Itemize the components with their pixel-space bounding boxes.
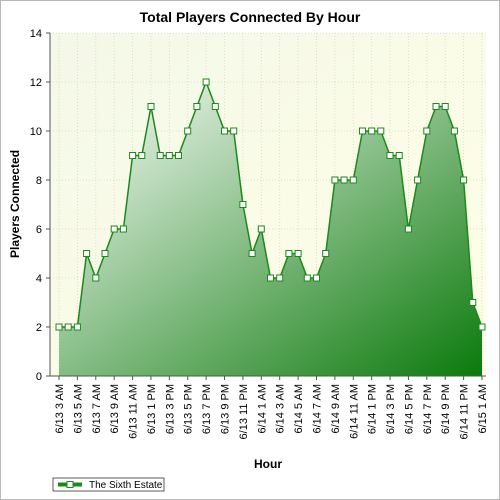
- x-tick-labels: 6/13 3 AM 6/13 5 AM 6/13 7 AM 6/13 9 AM 6/13…: [54, 376, 489, 439]
- data-point: [55, 323, 63, 331]
- data-point: [138, 152, 146, 159]
- data-point: [368, 127, 376, 135]
- y-tick-label: 4: [36, 273, 42, 285]
- data-point: [211, 103, 219, 110]
- x-tick-label: 6/14 7 PM: [422, 384, 434, 434]
- data-point: [460, 176, 468, 184]
- data-point: [184, 127, 192, 135]
- x-tick-label: 6/13 11 PM: [238, 384, 250, 439]
- data-point: [423, 127, 431, 135]
- x-tick-label: 6/15 1 AM: [477, 384, 489, 434]
- legend: The Sixth Estate: [52, 477, 165, 492]
- data-point: [202, 78, 210, 86]
- x-tick-label: 6/13 5 AM: [72, 384, 84, 434]
- x-tick-label: 6/13 9 PM: [220, 384, 232, 434]
- data-point: [267, 274, 274, 282]
- data-point: [395, 152, 403, 159]
- data-point: [239, 201, 247, 208]
- axes: [49, 33, 486, 377]
- data-point: [129, 152, 137, 159]
- y-tick-label: 0: [36, 371, 42, 383]
- data-point: [175, 152, 182, 159]
- x-tick-label: 6/13 11 AM: [128, 384, 140, 439]
- y-tick-labels: 0 2 4 6 8 10 12 14: [30, 28, 50, 383]
- data-point: [276, 274, 284, 282]
- data-point: [469, 299, 477, 306]
- x-tick-label: 6/14 5 PM: [403, 384, 415, 434]
- data-point: [386, 152, 394, 159]
- legend-label: The Sixth Estate: [89, 480, 163, 491]
- data-point: [313, 274, 320, 282]
- x-tick-label: 6/14 5 AM: [293, 384, 305, 434]
- y-tick-label: 12: [30, 77, 42, 89]
- data-point: [414, 176, 422, 184]
- data-point: [165, 152, 173, 159]
- y-tick-label: 8: [36, 175, 42, 187]
- x-tick-label: 6/14 11 PM: [459, 384, 471, 439]
- data-point: [432, 103, 440, 110]
- x-tick-label: 6/14 1 PM: [367, 384, 379, 434]
- legend-marker-icon: [66, 481, 74, 488]
- series-markers: [55, 78, 486, 331]
- x-tick-label: 6/14 11 AM: [348, 384, 360, 439]
- data-point: [193, 103, 201, 110]
- data-point: [73, 323, 81, 331]
- data-point: [156, 152, 164, 159]
- x-tick-label: 6/13 9 AM: [109, 384, 121, 434]
- data-point: [64, 323, 72, 331]
- x-tick-label: 6/13 1 PM: [146, 384, 158, 434]
- data-point: [450, 127, 458, 135]
- y-tick-label: 6: [36, 224, 42, 236]
- x-tick-label: 6/13 5 PM: [183, 384, 195, 434]
- x-tick-label: 6/14 1 AM: [256, 384, 268, 434]
- y-tick-label: 14: [30, 28, 42, 40]
- x-tick-label: 6/13 3 PM: [164, 384, 176, 434]
- data-point: [441, 103, 449, 110]
- data-point: [230, 127, 238, 135]
- x-tick-label: 6/14 9 AM: [330, 384, 342, 434]
- data-point: [359, 127, 366, 135]
- x-tick-label: 6/13 3 AM: [54, 384, 66, 434]
- data-point: [83, 250, 91, 257]
- x-axis-title: Hour: [254, 457, 282, 471]
- data-point: [377, 127, 385, 135]
- data-point: [110, 225, 118, 233]
- data-point: [404, 225, 412, 233]
- data-point: [294, 250, 302, 257]
- y-tick-label: 10: [30, 126, 42, 138]
- data-point: [92, 274, 100, 282]
- y-axis-title: Players Connected: [8, 150, 22, 258]
- data-point: [221, 127, 228, 135]
- data-point: [340, 176, 348, 184]
- chart-title: Total Players Connected By Hour: [140, 9, 361, 25]
- x-tick-label: 6/14 9 PM: [440, 384, 452, 434]
- data-point: [147, 103, 155, 110]
- data-point: [285, 250, 293, 257]
- data-point: [303, 274, 311, 282]
- x-tick-label: 6/14 7 AM: [312, 384, 324, 434]
- data-point: [101, 250, 109, 257]
- data-point: [322, 250, 330, 257]
- x-tick-label: 6/13 7 AM: [91, 384, 103, 434]
- y-tick-label: 2: [36, 322, 42, 334]
- data-point: [478, 323, 486, 331]
- data-point: [248, 250, 256, 257]
- data-point: [331, 176, 339, 184]
- data-point: [257, 225, 265, 233]
- x-tick-label: 6/13 7 PM: [201, 384, 213, 434]
- x-tick-label: 6/14 3 AM: [275, 384, 287, 434]
- x-tick-label: 6/14 3 PM: [385, 384, 397, 434]
- data-point: [119, 225, 127, 233]
- data-point: [349, 176, 357, 184]
